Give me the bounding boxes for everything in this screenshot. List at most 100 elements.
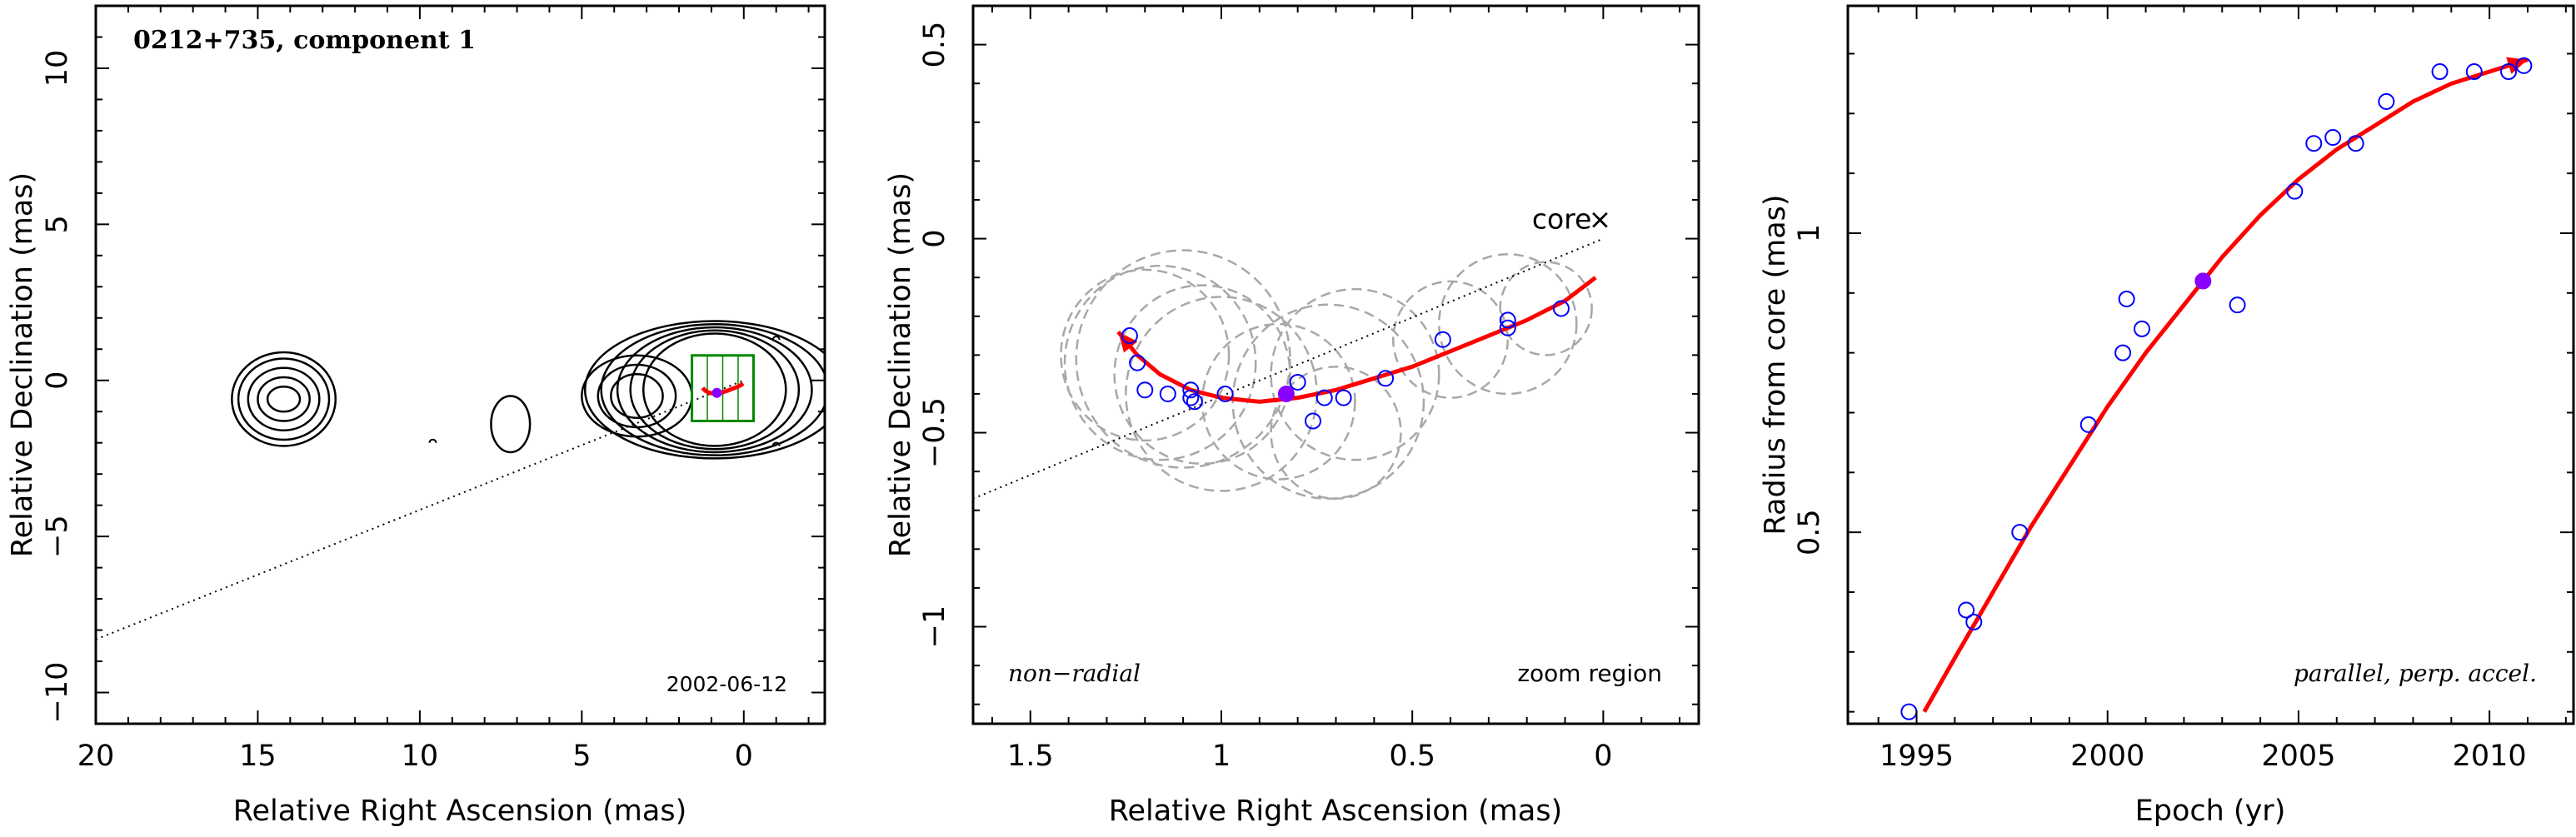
contour-line (247, 366, 321, 431)
component-size-circle (1231, 303, 1425, 501)
contour-line (597, 363, 677, 429)
jet-axis-dotted-line (973, 237, 1604, 500)
label-zoom-region: zoom region (1517, 660, 1662, 687)
component-size-circle (1113, 284, 1291, 466)
data-point (1377, 370, 1395, 387)
plot-frame (1846, 4, 2575, 725)
data-point (1304, 412, 1321, 430)
panel-title: 0212+735, component 1 (133, 26, 476, 55)
component-size-circle (1063, 264, 1257, 461)
y-tick-label: 1 (1793, 224, 1826, 242)
data-point (2133, 320, 2150, 337)
component-size-circle (1499, 261, 1593, 356)
data-point (2324, 129, 2342, 147)
data-point (1499, 311, 1516, 329)
data-point (2347, 135, 2364, 152)
axis-ticks: 1.5 1 0.5 0 −1 −0.5 0 0.5 (918, 5, 1699, 773)
x-axis-label: Epoch (yr) (2135, 795, 2286, 828)
fit-curve (1922, 57, 2529, 713)
y-tick-label: 0.5 (918, 22, 951, 68)
x-tick-label: 0 (735, 740, 753, 773)
y-tick-label: −1 (918, 605, 951, 649)
data-point (1186, 393, 1203, 411)
data-point (1182, 381, 1200, 399)
data-point (2079, 416, 2097, 433)
data-point (1121, 327, 1138, 345)
contour-line (629, 329, 801, 451)
contour-speck (771, 441, 781, 446)
data-point (1552, 300, 1570, 317)
x-tick-label: 2000 (2070, 740, 2144, 773)
panel-radius-epoch: 1995 2000 2005 2010 0.5 1 parallel, perp. acc… (1759, 4, 2575, 828)
date-label: 2002-06-12 (666, 672, 787, 696)
panel-zoom-region: core× 1.5 1 0.5 0 −1 −0.5 0 0.5 non−radial zoom… (884, 4, 1700, 828)
zoom-plot-area: core× (973, 203, 1612, 501)
y-tick-label: 10 (41, 50, 74, 87)
data-point (1434, 331, 1451, 348)
data-point (1182, 389, 1200, 406)
contour-line (237, 357, 331, 441)
y-tick-label: 0 (41, 371, 74, 390)
contour-speck (428, 438, 437, 443)
highlight-point-mini (711, 387, 722, 398)
contour-line (584, 320, 825, 460)
data-point (1129, 354, 1146, 371)
x-tick-label: 2010 (2453, 740, 2527, 773)
contour-plot-area (96, 320, 825, 640)
plot-frame (971, 4, 1700, 725)
data-point (2465, 63, 2483, 81)
axis-ticks: 20 15 10 5 0 −10 −5 0 5 10 (41, 5, 825, 773)
axis-ticks: 1995 2000 2005 2010 0.5 1 (1793, 6, 2574, 773)
y-tick-label: −0.5 (918, 397, 951, 468)
jet-axis-dotted-line (96, 379, 745, 640)
data-point (1136, 381, 1154, 399)
x-tick-label: 15 (239, 740, 277, 773)
fit-annotation: parallel, perp. accel. (2294, 660, 2537, 687)
component-size-circle (1438, 252, 1578, 396)
plot-frame (94, 4, 826, 725)
x-tick-label: 1.5 (1007, 740, 1054, 773)
data-point (2286, 182, 2304, 200)
y-axis-label: Relative Declination (mas) (6, 172, 39, 557)
x-tick-label: 2005 (2261, 740, 2335, 773)
contour-speck (771, 336, 781, 341)
contour-line (610, 372, 664, 419)
component-size-circle (1060, 268, 1231, 442)
x-axis-label: Relative Right Ascension (mas) (233, 795, 686, 828)
y-tick-label: −5 (41, 515, 74, 558)
label-non-radial: non−radial (1008, 660, 1141, 687)
x-tick-label: 0 (1594, 740, 1612, 773)
data-point (2011, 524, 2029, 541)
radius-plot-area (1900, 57, 2533, 720)
data-point (2114, 344, 2132, 361)
x-axis-label: Relative Right Ascension (mas) (1109, 795, 1562, 828)
core-marker: × (1589, 203, 1612, 236)
data-point (2305, 135, 2323, 152)
data-point (1900, 703, 1918, 720)
data-point (1216, 385, 1234, 402)
contour-line (600, 323, 825, 456)
data-point (1289, 373, 1306, 391)
x-tick-label: 1995 (1880, 740, 1954, 773)
data-point (1315, 389, 1333, 406)
x-tick-label: 10 (402, 740, 439, 773)
x-tick-label: 1 (1212, 740, 1231, 773)
y-tick-label: −10 (41, 662, 74, 724)
core-label: core (1532, 203, 1591, 236)
component-size-circle (1392, 280, 1510, 399)
data-point (2515, 57, 2533, 74)
contour-line (616, 326, 813, 454)
data-point (1159, 385, 1176, 402)
data-point (2431, 63, 2449, 81)
contour-line (257, 376, 311, 422)
x-tick-label: 20 (77, 740, 115, 773)
data-point (1965, 613, 1983, 630)
component-size-circle (1270, 366, 1402, 501)
y-axis-label: Relative Declination (mas) (884, 172, 917, 557)
data-point (2118, 290, 2135, 307)
contour-line (231, 351, 337, 447)
component-size-circle (1075, 249, 1291, 469)
y-tick-label: 0 (918, 229, 951, 247)
